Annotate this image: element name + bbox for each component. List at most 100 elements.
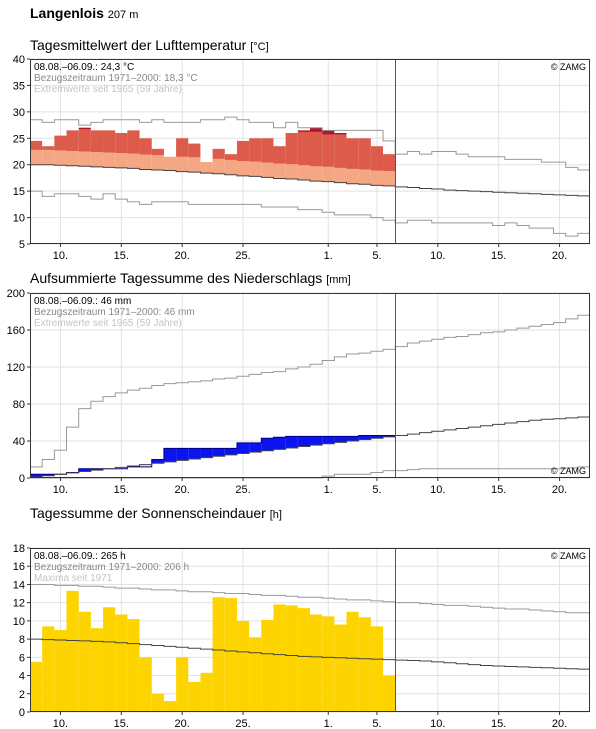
sunshine-bar xyxy=(358,617,371,712)
precip-area-segment xyxy=(200,448,213,458)
x-tick-label: 15. xyxy=(114,484,129,496)
temp-anomaly-bar xyxy=(310,131,323,167)
sunshine-bar xyxy=(115,614,128,712)
precip-area-segment xyxy=(115,467,128,469)
temp-anomaly-bar xyxy=(127,153,140,169)
sunshine-bar xyxy=(42,626,55,712)
precip-area-segment xyxy=(176,448,189,461)
min-extreme-line xyxy=(30,190,590,237)
temp-anomaly-bar xyxy=(42,146,55,150)
precip-area-segment xyxy=(236,442,250,454)
x-tick-label: 10. xyxy=(53,484,68,496)
y-tick-label: 18 xyxy=(13,543,25,555)
precipitation-title: Aufsummierte Tagessumme des Niederschlag… xyxy=(30,270,323,286)
plot-frame xyxy=(30,548,590,712)
normal-line xyxy=(30,164,590,197)
credit-label: © ZAMG xyxy=(551,551,586,561)
x-tick-label: 15. xyxy=(491,718,506,729)
y-tick-label: 20 xyxy=(13,160,25,172)
y-tick-label: 200 xyxy=(7,288,25,300)
y-tick-label: 160 xyxy=(7,325,25,337)
x-tick-label: 25. xyxy=(235,718,250,729)
temp-anomaly-bar xyxy=(224,159,237,175)
x-tick-label: 5. xyxy=(372,250,381,262)
sunshine-bar xyxy=(297,608,310,712)
legend-line-2: Extremwerte seit 1965 (59 Jahre) xyxy=(34,318,182,329)
y-tick-label: 10 xyxy=(13,213,25,225)
x-tick-label: 10. xyxy=(430,718,445,729)
y-tick-label: 0 xyxy=(19,473,25,485)
temp-anomaly-bar xyxy=(285,133,298,165)
precip-area-segment xyxy=(151,459,164,464)
x-tick-label: 15. xyxy=(114,250,129,262)
x-tick-label: 15. xyxy=(114,718,129,729)
x-tick-label: 20. xyxy=(175,484,190,496)
temp-anomaly-bar xyxy=(188,157,201,173)
x-tick-label: 1. xyxy=(324,484,333,496)
x-tick-label: 20. xyxy=(552,250,567,262)
precip-area-segment xyxy=(383,435,396,437)
sunshine-bar xyxy=(151,693,164,712)
temp-anomaly-bar xyxy=(358,138,371,170)
precip-area-segment xyxy=(78,468,91,472)
precip-area-segment xyxy=(370,435,384,439)
temp-anomaly-bar xyxy=(78,151,91,167)
sunshine-bar xyxy=(249,637,262,712)
sunshine-bar xyxy=(224,598,237,712)
temp-anomaly-bar xyxy=(176,156,189,172)
sunshine-bar xyxy=(370,626,384,712)
temp-anomaly-bar xyxy=(249,161,262,177)
precip-area-segment xyxy=(139,464,152,467)
x-tick-label: 5. xyxy=(372,484,381,496)
y-tick-label: 12 xyxy=(13,598,25,610)
x-tick-label: 20. xyxy=(175,250,190,262)
legend-line-1: Bezugszeitraum 1971–2000: 206 h xyxy=(34,562,189,573)
temp-anomaly-bar xyxy=(383,154,396,172)
y-tick-label: 10 xyxy=(13,616,25,628)
temp-anomaly-bar xyxy=(224,154,237,160)
precip-area-segment xyxy=(261,438,274,451)
sunshine-bar xyxy=(346,611,359,712)
y-tick-label: 30 xyxy=(13,107,25,119)
sunshine-bar xyxy=(90,628,104,712)
precip-area-segment xyxy=(30,474,43,478)
legend-line-0: 08.08.–06.09.: 46 mm xyxy=(34,296,131,307)
precip-area-segment xyxy=(42,474,55,476)
temp-anomaly-bar xyxy=(212,158,225,174)
temp-anomaly-bar xyxy=(54,135,67,151)
y-tick-label: 120 xyxy=(7,362,25,374)
precip-area-segment xyxy=(346,436,359,441)
x-tick-label: 15. xyxy=(491,484,506,496)
normal-line xyxy=(30,638,590,670)
plot-frame xyxy=(30,293,590,478)
temp-anomaly-bar xyxy=(188,143,201,158)
temp-anomaly-bar xyxy=(103,152,116,168)
sunshine-bar xyxy=(163,701,177,712)
chart-panel-2: 0 2 4 6 8 10 12 14 16 18 10. 15. 20. 25. 1. 5. 10. 15. 20.… xyxy=(13,543,590,729)
precip-area-segment xyxy=(310,436,323,446)
station-name: Langenlois xyxy=(30,5,104,21)
temp-anomaly-bar xyxy=(151,148,164,156)
precip-actual-line xyxy=(30,434,396,475)
temp-anomaly-bar xyxy=(285,164,298,179)
legend-line-2: Maxima seit 1971 xyxy=(34,573,113,584)
temp-anomaly-bar xyxy=(90,152,104,167)
sunshine-bar xyxy=(273,604,286,712)
temp-anomaly-bar xyxy=(115,153,128,168)
sunshine-bar xyxy=(310,614,323,712)
sunshine-bar xyxy=(236,620,250,712)
sunshine-panel-title: Tagessumme der Sonnenscheindauer [h] xyxy=(30,505,282,521)
y-tick-label: 4 xyxy=(19,671,25,683)
precip-area-segment xyxy=(90,468,104,471)
temperature-panel-title: Tagesmittelwert der Lufttemperatur [°C] xyxy=(30,37,269,53)
precip-area-segment xyxy=(249,442,262,453)
temp-anomaly-bar xyxy=(78,129,91,152)
y-tick-label: 15 xyxy=(13,186,25,198)
temp-anomaly-bar xyxy=(151,155,164,170)
temp-anomaly-bar xyxy=(346,138,359,169)
x-tick-label: 10. xyxy=(430,250,445,262)
temp-anomaly-bar xyxy=(322,166,335,182)
temp-anomaly-bar xyxy=(30,149,43,165)
x-tick-label: 15. xyxy=(491,250,506,262)
sunshine-bar xyxy=(54,630,67,712)
